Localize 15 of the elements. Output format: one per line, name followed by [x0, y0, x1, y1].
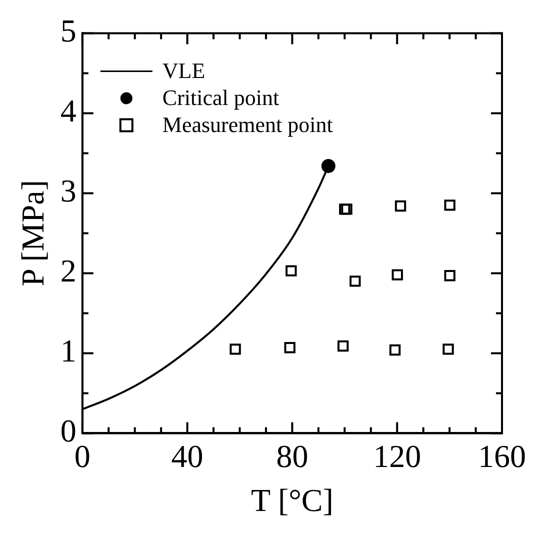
legend-label: Measurement point [162, 112, 333, 137]
legend-label: VLE [162, 58, 206, 83]
y-tick-label: 0 [60, 412, 76, 449]
y-tick-label: 3 [60, 172, 76, 209]
legend-label: Critical point [162, 84, 280, 110]
x-tick-label: 120 [373, 438, 422, 474]
x-tick-label: 80 [276, 438, 308, 474]
y-tick-label: 5 [60, 12, 76, 49]
y-axis-title: P [MPa] [14, 180, 51, 286]
y-tick-label: 1 [60, 332, 76, 369]
y-tick-label: 2 [60, 252, 76, 289]
y-tick-label: 4 [60, 92, 76, 129]
x-tick-label: 40 [171, 438, 204, 474]
x-tick-label: 160 [478, 438, 526, 474]
x-axis-title: T [°C] [250, 482, 334, 518]
